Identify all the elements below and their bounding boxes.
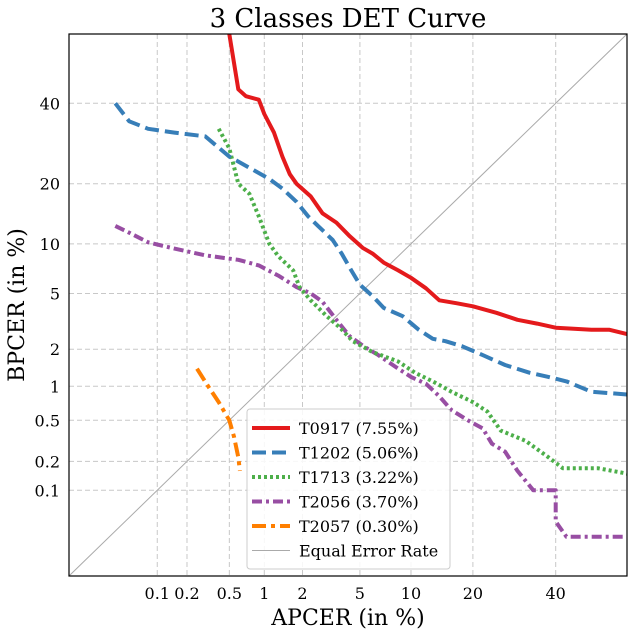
x-tick-labels: 0.1 0.2 0.5 1 2 5 10 20 40 xyxy=(145,584,566,603)
y-tick-label: 5 xyxy=(50,284,60,303)
x-tick-label: 1 xyxy=(259,584,269,603)
x-tick-label: 20 xyxy=(463,584,483,603)
y-tick-label: 2 xyxy=(50,340,60,359)
x-tick-label: 10 xyxy=(401,584,421,603)
chart-title: 3 Classes DET Curve xyxy=(210,4,487,34)
equal-error-rate-line xyxy=(69,34,627,576)
y-tick-labels: 0.1 0.2 0.5 1 2 5 10 20 40 xyxy=(35,94,60,500)
x-axis-label: APCER (in %) xyxy=(270,606,424,631)
series-line xyxy=(195,367,242,472)
y-tick-label: 10 xyxy=(40,235,60,254)
x-tick-label: 5 xyxy=(355,584,365,603)
x-tick-label: 2 xyxy=(297,584,307,603)
series-line xyxy=(114,224,627,539)
series-line xyxy=(227,34,627,337)
legend-box xyxy=(246,408,451,570)
plot-frame xyxy=(68,33,628,577)
y-axis-label: BPCER (in %) xyxy=(5,228,30,382)
y-tick-label: 0.2 xyxy=(35,452,60,471)
y-tick-label: 0.5 xyxy=(35,411,60,430)
x-tick-label: 0.2 xyxy=(174,584,199,603)
series-group xyxy=(69,34,627,576)
legend-label: T1713 (3.22%) xyxy=(299,468,419,487)
x-tick-label: 0.1 xyxy=(145,584,170,603)
legend-label: T1202 (5.06%) xyxy=(299,444,419,463)
legend-label: Equal Error Rate xyxy=(299,542,438,561)
legend: T0917 (7.55%) T1202 (5.06%) T1713 (3.22%) T… xyxy=(246,408,451,570)
y-tick-label: 20 xyxy=(40,175,60,194)
series-line xyxy=(216,127,627,476)
x-tick-label: 0.5 xyxy=(217,584,242,603)
legend-label: T0917 (7.55%) xyxy=(299,419,419,438)
legend-label: T2057 (0.30%) xyxy=(299,517,419,536)
y-tick-label: 1 xyxy=(50,377,60,396)
series-line xyxy=(113,102,627,397)
legend-label: T2056 (3.70%) xyxy=(299,493,419,512)
y-tick-label: 40 xyxy=(40,94,60,113)
y-tick-label: 0.1 xyxy=(35,481,60,500)
x-tick-label: 40 xyxy=(546,584,566,603)
